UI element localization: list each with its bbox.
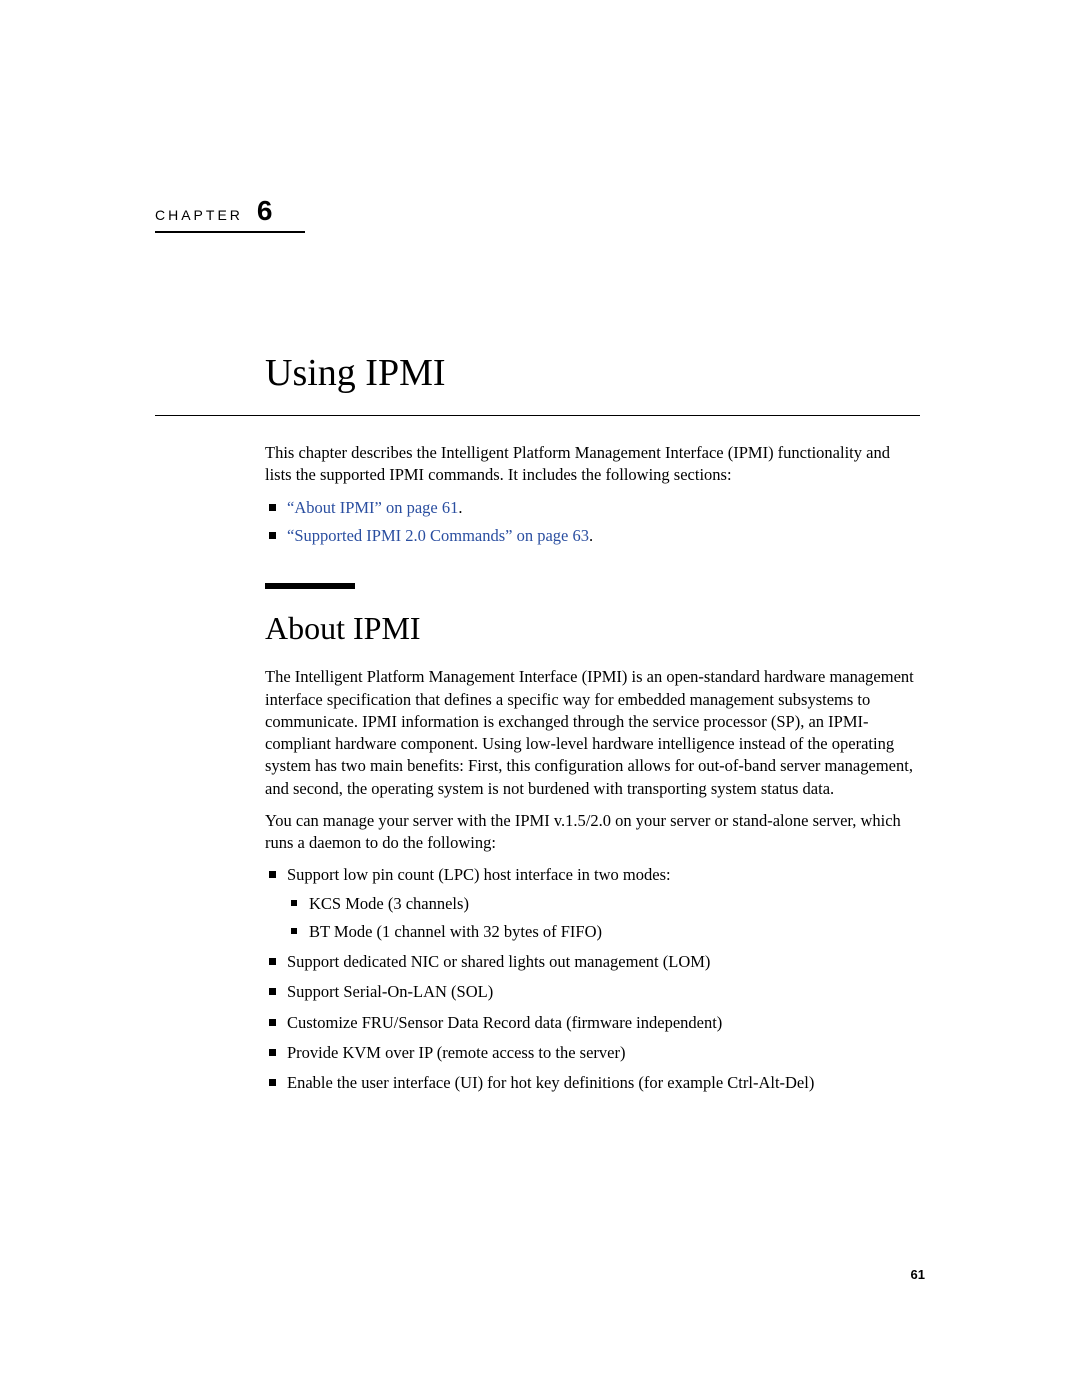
xref-text: “Supported IPMI 2.0 Commands” on page 63	[287, 526, 589, 545]
chapter-number: 6	[257, 195, 273, 227]
section-bar	[265, 583, 355, 589]
section-paragraph-2: You can manage your server with the IPMI…	[265, 810, 920, 855]
feature-item: Provide KVM over IP (remote access to th…	[265, 1042, 920, 1064]
xref-list: “About IPMI” on page 61. “Supported IPMI…	[265, 497, 920, 548]
xref-link-about-ipmi[interactable]: “About IPMI” on page 61	[287, 498, 458, 517]
xref-link-supported-commands[interactable]: “Supported IPMI 2.0 Commands” on page 63	[287, 526, 589, 545]
page: CHAPTER 6 Using IPMI This chapter descri…	[0, 0, 1080, 1397]
feature-item: Enable the user interface (UI) for hot k…	[265, 1072, 920, 1094]
chapter-header: CHAPTER 6	[155, 195, 305, 233]
title-rule	[155, 415, 920, 416]
chapter-title: Using IPMI	[265, 351, 925, 395]
feature-item: Support low pin count (LPC) host interfa…	[265, 864, 920, 943]
xref-item: “Supported IPMI 2.0 Commands” on page 63…	[265, 525, 920, 547]
xref-text: “About IPMI” on page 61	[287, 498, 458, 517]
feature-subitem: BT Mode (1 channel with 32 bytes of FIFO…	[287, 921, 920, 943]
feature-item: Support Serial-On-LAN (SOL)	[265, 981, 920, 1003]
xref-item: “About IPMI” on page 61.	[265, 497, 920, 519]
feature-item: Support dedicated NIC or shared lights o…	[265, 951, 920, 973]
feature-subitem: KCS Mode (3 channels)	[287, 893, 920, 915]
feature-item: Customize FRU/Sensor Data Record data (f…	[265, 1012, 920, 1034]
period: .	[458, 498, 462, 517]
section-paragraph-1: The Intelligent Platform Management Inte…	[265, 666, 920, 800]
intro-paragraph: This chapter describes the Intelligent P…	[265, 442, 920, 487]
page-number: 61	[911, 1267, 925, 1282]
chapter-label: CHAPTER	[155, 207, 243, 223]
period: .	[589, 526, 593, 545]
feature-text: Support low pin count (LPC) host interfa…	[287, 865, 671, 884]
intro-block: This chapter describes the Intelligent P…	[265, 442, 920, 1095]
section-title: About IPMI	[265, 607, 920, 650]
feature-list: Support low pin count (LPC) host interfa…	[265, 864, 920, 1094]
feature-sublist: KCS Mode (3 channels) BT Mode (1 channel…	[287, 893, 920, 944]
